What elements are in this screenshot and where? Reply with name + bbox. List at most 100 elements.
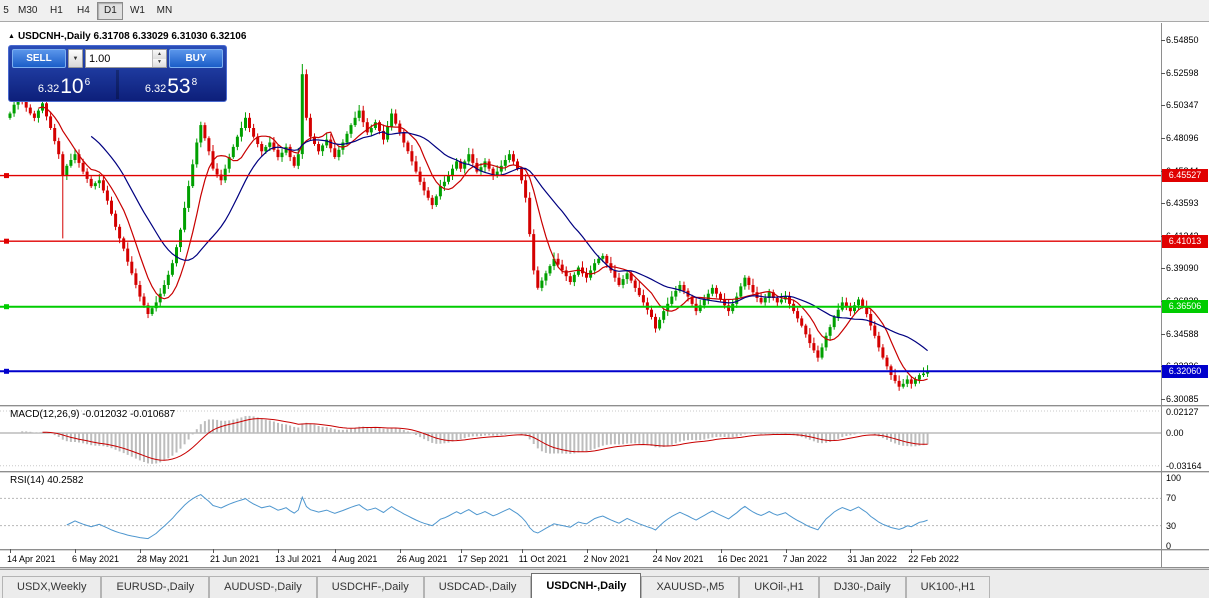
price-axis-tick bbox=[1161, 40, 1165, 41]
macd-axis-label: 0.02127 bbox=[1166, 407, 1199, 417]
price-badge: 6.36506 bbox=[1162, 300, 1208, 314]
price-badge: 6.41013 bbox=[1162, 234, 1208, 248]
time-axis-label: 26 Aug 2021 bbox=[396, 554, 448, 564]
time-axis-label: 21 Jun 2021 bbox=[210, 554, 260, 564]
rsi-axis-label: 30 bbox=[1166, 520, 1177, 531]
volume-dropdown-button[interactable]: ▼ bbox=[68, 49, 83, 68]
timeframe-button-h1[interactable]: H1 bbox=[43, 2, 69, 20]
price-axis-separator bbox=[1161, 23, 1162, 568]
timeframe-button-d1[interactable]: D1 bbox=[97, 1, 124, 20]
time-axis-tick bbox=[521, 549, 523, 553]
price-axis-label: 6.50347 bbox=[1166, 100, 1199, 111]
panel-splitter[interactable] bbox=[0, 471, 1209, 473]
buy-price-point: 8 bbox=[191, 77, 198, 88]
sell-price-prefix: 6.32 bbox=[37, 83, 60, 95]
chart-tab[interactable]: USDCNH-,Daily bbox=[531, 573, 642, 598]
price-axis-label: 6.52598 bbox=[1166, 67, 1199, 78]
volume-input[interactable] bbox=[86, 50, 152, 67]
time-axis-label: 7 Jan 2022 bbox=[782, 554, 828, 564]
sell-button[interactable]: SELL bbox=[12, 49, 66, 68]
chart-tab[interactable]: USDCAD-,Daily bbox=[423, 576, 532, 598]
time-axis-tick bbox=[10, 549, 11, 553]
time-axis-tick bbox=[720, 549, 722, 553]
time-axis-tick bbox=[139, 549, 141, 553]
rsi-chart[interactable] bbox=[0, 473, 1161, 549]
spin-down-icon[interactable]: ▼ bbox=[153, 58, 166, 67]
ma-fast bbox=[38, 106, 928, 382]
price-axis-tick bbox=[1161, 72, 1165, 74]
time-axis-tick bbox=[278, 549, 279, 553]
price-axis-tick bbox=[1161, 137, 1165, 139]
chevron-down-icon: ▼ bbox=[72, 55, 79, 62]
chart-tab-bar: USDX,Weekly EURUSD-,Daily AUDUSD-,Daily USD… bbox=[0, 569, 1209, 598]
timeframe-button-w1[interactable]: W1 bbox=[124, 2, 150, 20]
chart-tab[interactable]: EURUSD-,Daily bbox=[101, 576, 210, 598]
one-click-trading-widget: SELL ▼ ▲ ▼ BUY 6.32 10 6 6.32 53 8 bbox=[8, 45, 227, 102]
main-price-chart[interactable] bbox=[0, 28, 1161, 405]
volume-spinner: ▲ ▼ bbox=[152, 50, 166, 67]
volume-field-wrap: ▲ ▼ bbox=[85, 49, 167, 68]
chart-tab[interactable]: UK100-,H1 bbox=[905, 576, 991, 598]
chart-tab[interactable]: DJ30-,Daily bbox=[818, 576, 906, 598]
price-axis-label: 6.30085 bbox=[1166, 393, 1199, 404]
time-axis-label: 16 Dec 2021 bbox=[717, 554, 769, 564]
time-axis-label: 14 Apr 2021 bbox=[7, 554, 56, 564]
price-divider bbox=[116, 70, 119, 99]
time-axis-label: 28 May 2021 bbox=[136, 554, 189, 564]
sell-price-display[interactable]: 6.32 10 6 bbox=[12, 70, 116, 99]
timeframe-button-h4[interactable]: H4 bbox=[70, 2, 96, 20]
macd-chart[interactable] bbox=[0, 407, 1161, 470]
time-axis-label: 17 Sep 2021 bbox=[457, 554, 509, 564]
price-axis-tick bbox=[1161, 105, 1165, 107]
time-axis-label: 2 Nov 2021 bbox=[583, 554, 630, 564]
symbol-ohlc-text: USDCNH-,Daily 6.31708 6.33029 6.31030 6.… bbox=[17, 31, 247, 42]
sell-price-point: 6 bbox=[84, 77, 91, 88]
price-badge: 6.32060 bbox=[1162, 364, 1208, 378]
time-axis-label: 31 Jan 2022 bbox=[847, 554, 897, 564]
timeframe-toolbar: 5 M30 H1 H4 D1 W1 MN bbox=[0, 0, 1209, 22]
time-axis-label: 22 Feb 2022 bbox=[908, 554, 959, 564]
macd-axis-label: -0.03164 bbox=[1166, 460, 1202, 471]
price-axis-label: 6.34588 bbox=[1166, 328, 1199, 339]
price-axis-tick bbox=[1161, 268, 1165, 270]
time-axis-tick bbox=[213, 549, 214, 553]
chart-tab[interactable]: USDCHF-,Daily bbox=[316, 576, 424, 598]
time-axis-label: 24 Nov 2021 bbox=[652, 554, 704, 564]
time-axis-tick bbox=[850, 549, 852, 553]
macd-indicator-header: MACD(12,26,9) -0.012032 -0.010687 bbox=[10, 409, 176, 420]
buy-price-display[interactable]: 6.32 53 8 bbox=[119, 70, 223, 99]
time-axis-label: 13 Jul 2021 bbox=[275, 554, 322, 564]
rsi-axis-label: 70 bbox=[1166, 493, 1177, 504]
price-axis-label: 6.43593 bbox=[1166, 198, 1199, 209]
time-axis: 14 Apr 2021 6 May 2021 28 May 2021 21 Jun 2… bbox=[0, 549, 1161, 567]
panel-splitter[interactable] bbox=[0, 405, 1209, 407]
price-axis-tick bbox=[1161, 398, 1165, 400]
price-axis-tick bbox=[1161, 333, 1165, 335]
time-axis-tick bbox=[334, 549, 336, 553]
buy-price-pips: 53 bbox=[167, 75, 191, 98]
time-axis-tick bbox=[460, 549, 462, 553]
chart-symbol-header: ▲ USDCNH-,Daily 6.31708 6.33029 6.31030 6… bbox=[8, 31, 246, 42]
buy-button[interactable]: BUY bbox=[169, 49, 223, 68]
price-axis-tick bbox=[1161, 203, 1165, 205]
timeframe-button-m30[interactable]: M30 bbox=[13, 2, 42, 20]
timeframe-button-mn[interactable]: MN bbox=[151, 2, 177, 20]
time-axis-tick bbox=[785, 549, 787, 553]
buy-price-prefix: 6.32 bbox=[144, 83, 167, 95]
time-axis-tick bbox=[655, 549, 657, 553]
timeframe-button-5[interactable]: 5 bbox=[0, 2, 12, 20]
spin-up-icon[interactable]: ▲ bbox=[153, 50, 166, 59]
chart-tab[interactable]: XAUUSD-,M5 bbox=[641, 576, 740, 598]
time-axis-label: 6 May 2021 bbox=[72, 554, 120, 564]
time-axis-tick bbox=[399, 549, 401, 553]
rsi-axis-label: 0 bbox=[1166, 541, 1172, 551]
chart-tab[interactable]: USDX,Weekly bbox=[2, 576, 102, 598]
rsi-indicator-header: RSI(14) 40.2582 bbox=[10, 475, 84, 486]
macd-axis-label: 0.00 bbox=[1166, 428, 1184, 438]
chart-tab[interactable]: AUDUSD-,Daily bbox=[209, 576, 317, 598]
panel-splitter[interactable] bbox=[0, 549, 1209, 551]
ma-slow bbox=[90, 131, 928, 352]
axis-separator bbox=[0, 567, 1209, 569]
chart-tab[interactable]: UKOil-,H1 bbox=[739, 576, 819, 598]
